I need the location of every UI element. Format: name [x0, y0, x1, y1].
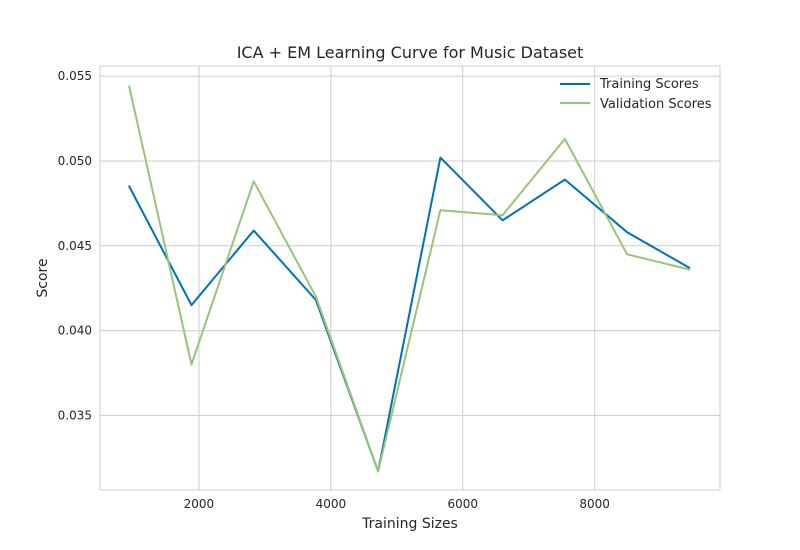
tick-labels: 2000 4000 6000 8000 0.035 0.040 0.045 0.050 0.05…	[58, 69, 610, 511]
y-tick-label: 0.045	[58, 239, 92, 253]
y-tick-label: 0.050	[58, 154, 92, 168]
legend-label-training: Training Scores	[599, 77, 699, 92]
legend-label-validation: Validation Scores	[600, 97, 712, 112]
legend: Training Scores Validation Scores	[560, 77, 712, 112]
series-lines	[128, 85, 691, 473]
training-scores-line	[128, 156, 691, 473]
x-tick-label: 2000	[184, 497, 215, 511]
chart-title: ICA + EM Learning Curve for Music Datase…	[237, 43, 584, 62]
y-axis-label: Score	[35, 258, 51, 297]
grid-lines	[100, 66, 720, 490]
x-tick-label: 4000	[316, 497, 347, 511]
x-axis-label: Training Sizes	[361, 516, 458, 532]
x-tick-label: 6000	[447, 497, 478, 511]
plot-frame	[99, 65, 721, 491]
validation-scores-line	[128, 85, 691, 473]
y-tick-label: 0.035	[58, 408, 92, 422]
x-tick-label: 8000	[579, 497, 610, 511]
y-tick-label: 0.040	[58, 324, 92, 338]
y-tick-label: 0.055	[58, 69, 92, 83]
